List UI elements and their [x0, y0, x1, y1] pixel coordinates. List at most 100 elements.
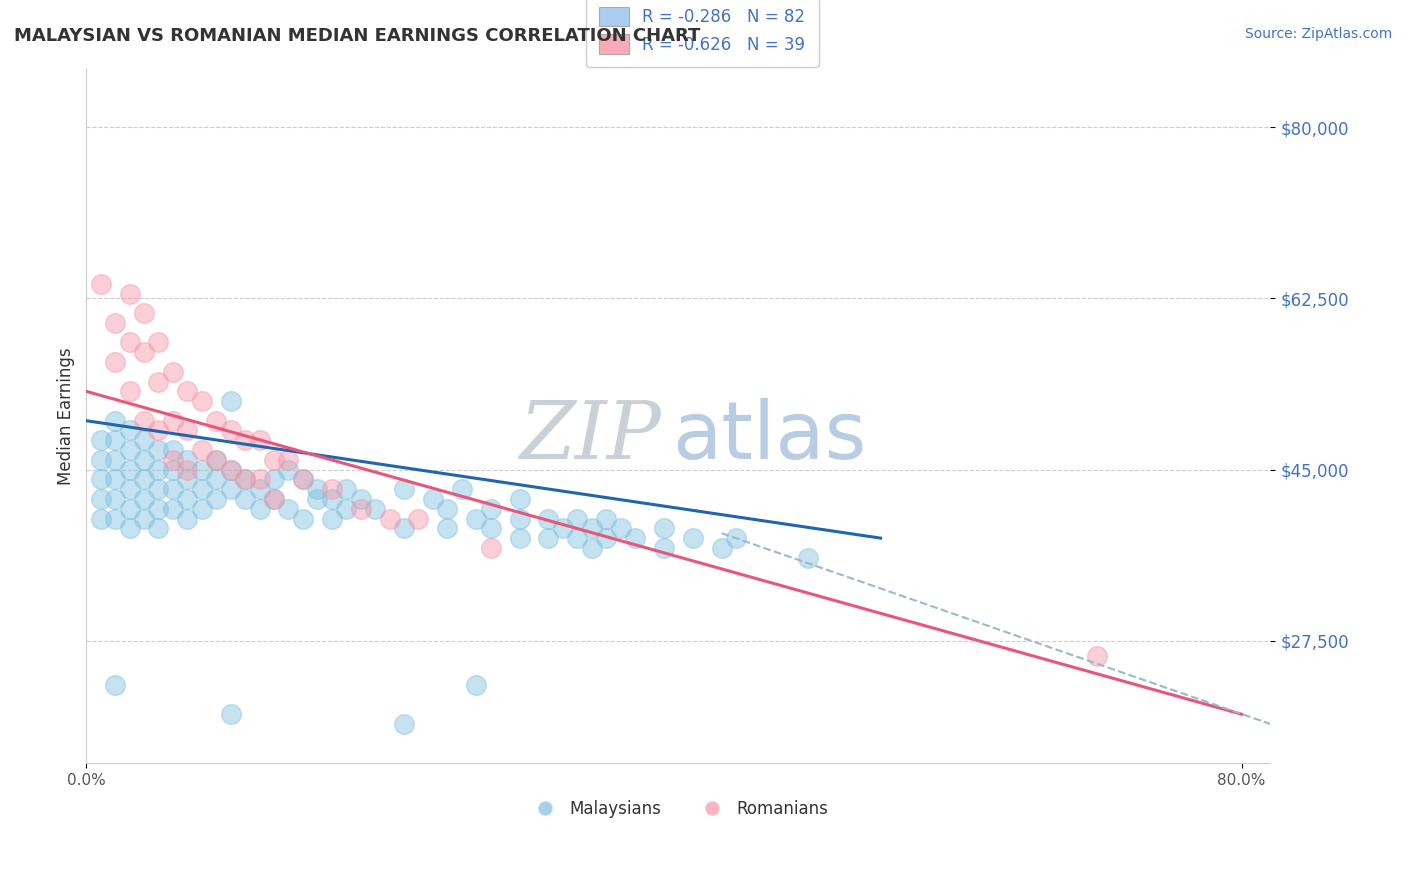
- Point: [364, 501, 387, 516]
- Point: [148, 501, 170, 516]
- Point: [118, 462, 141, 476]
- Point: [263, 491, 285, 506]
- Point: [263, 453, 285, 467]
- Point: [90, 472, 112, 486]
- Point: [90, 511, 112, 525]
- Point: [104, 678, 127, 692]
- Point: [219, 707, 242, 722]
- Point: [176, 384, 198, 399]
- Point: [205, 453, 228, 467]
- Point: [132, 434, 155, 448]
- Point: [509, 491, 531, 506]
- Point: [148, 482, 170, 496]
- Point: [148, 335, 170, 350]
- Point: [249, 472, 271, 486]
- Point: [148, 443, 170, 458]
- Point: [205, 414, 228, 428]
- Point: [249, 501, 271, 516]
- Point: [90, 491, 112, 506]
- Point: [118, 384, 141, 399]
- Point: [233, 434, 256, 448]
- Point: [90, 453, 112, 467]
- Point: [205, 453, 228, 467]
- Point: [567, 531, 589, 545]
- Point: [436, 501, 458, 516]
- Point: [104, 434, 127, 448]
- Point: [90, 277, 112, 291]
- Point: [335, 501, 357, 516]
- Point: [104, 511, 127, 525]
- Point: [148, 375, 170, 389]
- Point: [509, 531, 531, 545]
- Point: [132, 414, 155, 428]
- Text: atlas: atlas: [672, 398, 868, 475]
- Point: [176, 511, 198, 525]
- Point: [378, 511, 401, 525]
- Point: [219, 394, 242, 409]
- Point: [118, 443, 141, 458]
- Point: [595, 531, 617, 545]
- Point: [277, 453, 299, 467]
- Point: [350, 501, 373, 516]
- Y-axis label: Median Earnings: Median Earnings: [58, 347, 75, 484]
- Point: [176, 424, 198, 438]
- Point: [191, 482, 214, 496]
- Point: [148, 462, 170, 476]
- Point: [797, 550, 820, 565]
- Point: [509, 511, 531, 525]
- Point: [104, 491, 127, 506]
- Point: [191, 501, 214, 516]
- Point: [176, 453, 198, 467]
- Point: [162, 462, 184, 476]
- Point: [682, 531, 704, 545]
- Point: [104, 414, 127, 428]
- Point: [162, 482, 184, 496]
- Point: [233, 472, 256, 486]
- Point: [624, 531, 647, 545]
- Point: [118, 521, 141, 535]
- Point: [176, 491, 198, 506]
- Point: [277, 501, 299, 516]
- Point: [277, 462, 299, 476]
- Point: [249, 482, 271, 496]
- Point: [191, 443, 214, 458]
- Point: [205, 491, 228, 506]
- Point: [104, 472, 127, 486]
- Point: [436, 521, 458, 535]
- Point: [1085, 648, 1108, 663]
- Text: ZIP: ZIP: [519, 398, 661, 475]
- Point: [307, 491, 329, 506]
- Point: [148, 424, 170, 438]
- Point: [263, 491, 285, 506]
- Point: [118, 482, 141, 496]
- Point: [537, 531, 560, 545]
- Point: [249, 434, 271, 448]
- Point: [321, 511, 343, 525]
- Point: [219, 424, 242, 438]
- Text: MALAYSIAN VS ROMANIAN MEDIAN EARNINGS CORRELATION CHART: MALAYSIAN VS ROMANIAN MEDIAN EARNINGS CO…: [14, 27, 700, 45]
- Point: [263, 472, 285, 486]
- Point: [537, 511, 560, 525]
- Point: [132, 306, 155, 320]
- Point: [205, 472, 228, 486]
- Point: [652, 521, 675, 535]
- Point: [609, 521, 631, 535]
- Point: [132, 511, 155, 525]
- Point: [148, 521, 170, 535]
- Point: [595, 511, 617, 525]
- Point: [710, 541, 733, 555]
- Point: [422, 491, 444, 506]
- Point: [132, 345, 155, 359]
- Point: [162, 453, 184, 467]
- Point: [132, 491, 155, 506]
- Point: [233, 472, 256, 486]
- Point: [479, 541, 502, 555]
- Point: [581, 521, 603, 535]
- Point: [118, 501, 141, 516]
- Point: [90, 434, 112, 448]
- Point: [162, 501, 184, 516]
- Point: [118, 335, 141, 350]
- Point: [350, 491, 373, 506]
- Text: Source: ZipAtlas.com: Source: ZipAtlas.com: [1244, 27, 1392, 41]
- Point: [307, 482, 329, 496]
